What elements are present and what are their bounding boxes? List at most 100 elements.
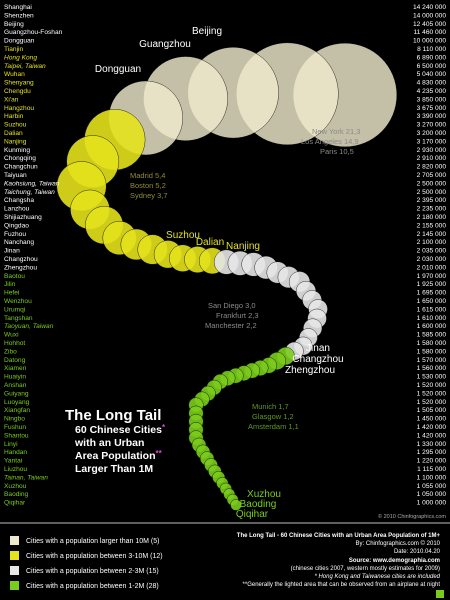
city-population: 1 520 000	[417, 390, 447, 397]
city-name: Changsha	[4, 197, 34, 204]
city-population: 11 460 000	[413, 29, 446, 36]
city-name: Wuxi	[4, 332, 19, 339]
legend-swatch	[10, 536, 19, 545]
city-list: Shanghai 14 240 000 Shenzhen 14 000 000 Beij…	[4, 4, 446, 507]
city-population: 4 830 000	[417, 80, 447, 87]
bubble-label: Baoding	[240, 499, 277, 510]
legend-label: Cities with a population between 1-2M (2…	[26, 583, 159, 590]
legend-label: Cities with a population between 2-3M (1…	[26, 568, 159, 575]
city-population: 2 395 000	[417, 197, 447, 204]
city-population: 5 040 000	[417, 71, 447, 78]
city-name: Shenzhen	[4, 12, 34, 19]
credit: © 2010 Chinfographics.com	[378, 513, 446, 520]
city-population: 1 560 000	[417, 365, 447, 372]
asterisk: *	[162, 423, 166, 432]
city-name: Xi'an	[4, 96, 19, 103]
city-name: Xiangfan	[4, 407, 30, 414]
title-line: 60 Chinese Cities*	[75, 423, 166, 436]
comparison: Glasgow 1,2	[252, 412, 294, 421]
city-name: Kunming	[4, 147, 30, 154]
city-name: Taichung, Taiwan	[4, 189, 55, 196]
city-population: 2 010 000	[417, 264, 447, 271]
city-name: Ningbo	[4, 416, 25, 423]
city-population: 2 035 000	[417, 248, 447, 255]
city-name: Baoding	[4, 491, 29, 498]
city-population: 1 925 000	[417, 281, 447, 288]
city-population: 2 705 000	[417, 172, 447, 179]
city-population: 4 235 000	[417, 88, 447, 95]
bubble-label: Nanjing	[226, 241, 260, 252]
city-name: Kaohsiung, Taiwan	[4, 180, 60, 187]
city-population: 1 650 000	[417, 298, 447, 305]
city-name: Shantou	[4, 432, 29, 439]
city-name: Fuzhou	[4, 231, 26, 238]
city-name: Qingdao	[4, 222, 29, 229]
corner-mark	[436, 590, 444, 598]
city-population: 2 930 000	[417, 147, 447, 154]
city-population: 1 505 000	[417, 407, 447, 414]
city-name: Harbin	[4, 113, 24, 120]
city-population: 3 850 000	[417, 96, 447, 103]
bubble-labels: Beijing Guangzhou Dongguan Suzhou Dalian…	[95, 26, 344, 520]
comparison: Amsterdam 1,1	[248, 422, 299, 431]
city-name: Tangshan	[4, 315, 33, 322]
city-name: Suzhou	[4, 122, 27, 129]
city-name: Datong	[4, 357, 26, 364]
comparison: Munich 1,7	[252, 402, 289, 411]
city-name: Liuzhou	[4, 466, 27, 473]
bubble-label: Xuzhou	[247, 489, 281, 500]
legend-swatch	[10, 566, 19, 575]
city-population: 2 100 000	[417, 239, 447, 246]
city-population: 1 570 000	[417, 357, 447, 364]
title: The Long Tail	[65, 407, 161, 424]
city-name: Nanjing	[4, 138, 27, 145]
city-bubble	[230, 499, 242, 511]
city-population: 12 405 000	[413, 21, 446, 28]
legend-swatch	[10, 581, 19, 590]
footer: The Long Tail - 60 Chinese Cities with a…	[237, 533, 441, 588]
city-name: Tainan, Taiwan	[4, 474, 48, 481]
city-population: 1 585 000	[417, 332, 447, 339]
city-name: Changzhou	[4, 256, 38, 263]
footer-note: (chinese cities 2007, western mostly est…	[291, 566, 440, 572]
bubble-label: Changzhou	[292, 354, 343, 365]
city-population: 1 615 000	[417, 306, 447, 313]
city-population: 1 580 000	[417, 340, 447, 347]
city-population: 1 295 000	[417, 449, 447, 456]
city-population: 1 100 000	[417, 474, 447, 481]
city-population: 2 500 000	[417, 189, 447, 196]
city-name: Dalian	[4, 130, 23, 137]
city-name: Handan	[4, 449, 27, 456]
comparison: Paris 10,5	[320, 147, 354, 156]
city-name: Changchun	[4, 164, 38, 171]
city-name: Baotou	[4, 273, 25, 280]
comparison: Madrid 5,4	[130, 171, 165, 180]
legend: Cities with a population larger than 10M…	[10, 536, 163, 590]
footer-date: Date: 2010.04.20	[394, 549, 441, 555]
bubble-label: Suzhou	[166, 230, 200, 241]
city-name: Urumqi	[4, 306, 26, 313]
city-name: Tianjin	[4, 46, 24, 53]
comparisons: New York 21,3 Los Angeles 14,9 Paris 10,…	[130, 127, 360, 431]
city-population: 2 500 000	[417, 180, 447, 187]
city-name: Beijing	[4, 21, 24, 28]
footer-by: By: Chinfographics.com © 2010	[356, 540, 441, 547]
city-name: Guiyang	[4, 390, 29, 397]
title-line: Larger Than 1M	[75, 463, 153, 475]
city-population: 3 270 000	[417, 122, 447, 129]
bubble-label: Zhengzhou	[285, 365, 335, 376]
title-block: The Long Tail 60 Chinese Cities* with an…	[65, 407, 166, 475]
city-population: 1 420 000	[417, 424, 447, 431]
city-name: Taipei, Taiwan	[4, 63, 46, 70]
city-name: Shijiazhuang	[4, 214, 42, 221]
city-population: 2 820 000	[417, 164, 447, 171]
city-population: 10 000 000	[413, 38, 446, 45]
city-population: 2 910 000	[417, 155, 447, 162]
comparison: Sydney 3,7	[130, 191, 168, 200]
city-name: Jilin	[4, 281, 16, 288]
city-name: Anshan	[4, 382, 27, 389]
city-population: 1 520 000	[417, 382, 447, 389]
city-population: 6 890 000	[417, 54, 447, 61]
comparison: Boston 5,2	[130, 181, 166, 190]
city-population: 8 110 000	[417, 46, 446, 53]
